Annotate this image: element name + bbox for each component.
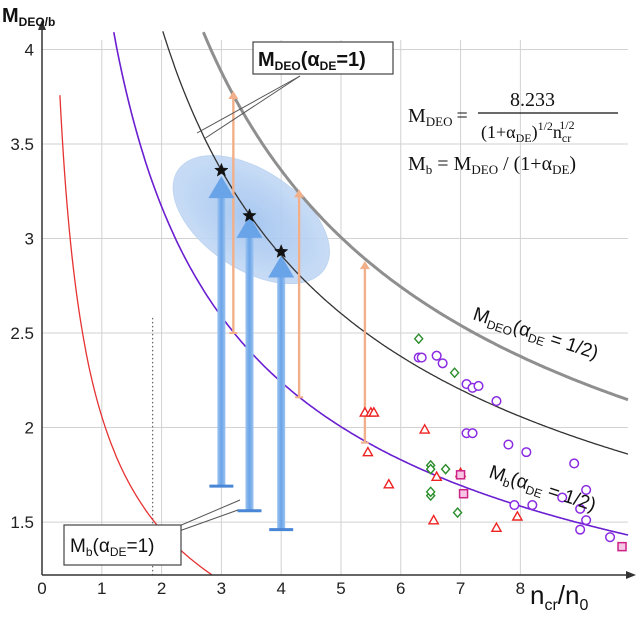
- circles-point-9: [467, 428, 478, 439]
- x-tick-label-6: 6: [396, 579, 405, 598]
- y-tick-label-3: 3: [25, 229, 34, 248]
- y-tick-label-4: 3.5: [10, 135, 34, 154]
- star-2: [273, 243, 289, 258]
- squares-point-1: [458, 488, 469, 499]
- callout-mdeo1-line-a: [196, 75, 301, 134]
- diamonds-point-3: [425, 463, 436, 475]
- circles-point-11: [521, 447, 532, 458]
- triangles-point-9: [511, 510, 524, 521]
- tick-labels: 0 1 2 3 4 5 6 7 8 1.5 2 2.5 3 3.5 4: [10, 40, 525, 598]
- circles-point-2: [431, 350, 442, 361]
- circles-point-3: [437, 358, 448, 369]
- circles-point-20: [605, 532, 616, 543]
- marker-layer: [359, 333, 627, 552]
- circles-point-15: [557, 492, 568, 503]
- orange-arrow-head-0: [228, 91, 239, 100]
- x-axis-label-sub: cr: [544, 597, 558, 614]
- blue-arrow-head-0: [208, 176, 235, 199]
- y-tick-label-2: 2.5: [10, 324, 34, 343]
- triangles-point-5: [418, 423, 431, 434]
- y-axis-label: MDEO/b: [2, 5, 55, 29]
- star-0: [214, 162, 229, 177]
- diamonds-point-4: [440, 463, 451, 475]
- curve-mb-alpha1: [59, 95, 213, 576]
- label-mdeo-alpha1-text: MDEO(αDE=1): [258, 49, 366, 73]
- blue-arrow-shaft-2: [277, 273, 286, 530]
- curve-mdeo-alpha-half: [202, 31, 629, 402]
- circles-point-6: [473, 380, 484, 392]
- curve-mdeo-alpha1: [162, 31, 629, 455]
- x-tick-label-0: 0: [37, 579, 46, 598]
- y-tick-label-1: 2: [25, 419, 34, 438]
- formula-mb: Mb = MDEO / (1+αDE): [408, 153, 576, 177]
- label-mb-alpha1-text: Mb(αDE=1): [70, 536, 155, 559]
- x-axis-label: ncr/n0: [530, 580, 588, 614]
- label-mdeo-alpha-half: MDEO(αDE = 1/2): [470, 304, 601, 366]
- squares-point-0: [455, 470, 466, 480]
- triangles-point-3: [362, 446, 374, 457]
- circles-point-1: [416, 352, 427, 363]
- curve-mb-alpha-half: [113, 32, 629, 536]
- triangles-point-10: [427, 514, 440, 525]
- callout-mdeo1-line-b: [203, 75, 301, 140]
- x-tick-label-5: 5: [336, 579, 345, 598]
- diamonds-point-6: [425, 486, 436, 498]
- diamonds-point-1: [449, 367, 460, 379]
- formula-mdeo-lhs: MDEO =: [408, 105, 468, 129]
- triangles-point-4: [383, 478, 395, 489]
- star-layer: [214, 162, 289, 258]
- formula-mdeo-numerator: 8.233: [510, 89, 555, 111]
- x-tick-label-7: 7: [456, 579, 465, 598]
- x-tick-label-4: 4: [276, 579, 285, 598]
- triangles-point-2: [368, 406, 380, 417]
- formula-mdeo: MDEO = 8.233 (1+αDE)1/2ncr1/2: [408, 89, 618, 145]
- y-axis-label-main: M: [2, 5, 19, 27]
- axes: [38, 20, 636, 579]
- x-tick-label-1: 1: [97, 579, 106, 598]
- orange-arrow-head-1: [294, 189, 305, 198]
- label-mdeo-alpha1: MDEO(αDE=1): [252, 41, 394, 75]
- circles-point-16: [575, 503, 586, 514]
- x-tick-label-2: 2: [157, 579, 166, 598]
- label-mdeo-alpha1-box: [252, 41, 394, 75]
- triangles-point-6: [430, 470, 443, 481]
- formula-mdeo-denominator: (1+αDE)1/2ncr1/2: [481, 118, 575, 145]
- star-1: [242, 208, 257, 223]
- x-tick-label-3: 3: [217, 579, 226, 598]
- circles-point-10: [503, 439, 514, 450]
- blue-arrow-shaft-0: [217, 194, 226, 487]
- circles-point-19: [575, 524, 586, 535]
- orange-arrow-head-2: [359, 261, 370, 270]
- circles-point-12: [569, 458, 580, 469]
- label-mb-alpha-half: Mb(αDE = 1/2): [486, 462, 599, 518]
- diamonds-point-7: [452, 507, 463, 519]
- label-mb-alpha1: Mb(αDE=1): [63, 524, 182, 566]
- blue-arrow-head-1: [236, 215, 263, 238]
- x-axis-arrow: [626, 571, 636, 579]
- triangles-point-8: [490, 521, 503, 533]
- blue-arrow-shaft-1: [245, 233, 254, 511]
- blue-arrow-layer: [208, 176, 295, 532]
- circles-point-7: [491, 396, 502, 407]
- blue-arrow-head-2: [268, 255, 295, 278]
- x-axis-label-sub2: 0: [579, 597, 588, 614]
- x-axis-label-slash: /n: [558, 580, 580, 610]
- y-axis-arrow: [38, 20, 46, 30]
- x-tick-label-8: 8: [516, 579, 525, 598]
- curve-layer: [59, 31, 629, 576]
- y-axis-label-sub: DEO/b: [19, 15, 56, 29]
- x-axis-label-main: n: [530, 580, 544, 610]
- y-tick-label-5: 4: [25, 40, 34, 59]
- squares-point-2: [617, 541, 627, 552]
- circles-point-14: [527, 500, 538, 511]
- circles-point-17: [581, 484, 592, 495]
- circles-point-18: [581, 515, 592, 526]
- y-tick-label-0: 1.5: [10, 513, 34, 532]
- diamonds-point-0: [413, 333, 424, 345]
- circles-point-13: [509, 500, 520, 511]
- label-mb-alpha1-box: [63, 524, 182, 566]
